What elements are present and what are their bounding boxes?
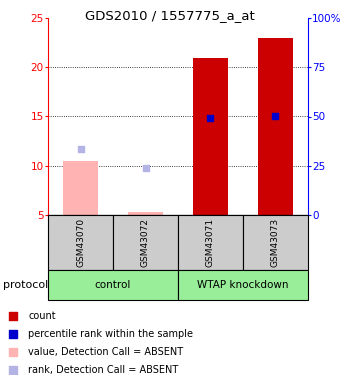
Bar — [128, 212, 164, 215]
Bar — [178, 270, 308, 300]
Bar — [63, 161, 98, 215]
Text: rank, Detection Call = ABSENT: rank, Detection Call = ABSENT — [28, 364, 178, 375]
Point — [11, 367, 16, 373]
Bar — [243, 215, 308, 270]
Bar — [258, 38, 293, 215]
Bar — [178, 215, 243, 270]
Text: protocol: protocol — [3, 280, 49, 290]
Point — [11, 349, 16, 355]
Bar — [48, 215, 113, 270]
Point — [11, 331, 16, 337]
Bar — [113, 215, 178, 270]
Text: control: control — [95, 280, 131, 290]
Point — [11, 313, 16, 319]
Point — [143, 165, 148, 171]
Text: GSM43070: GSM43070 — [76, 218, 85, 267]
Text: GDS2010 / 1557775_a_at: GDS2010 / 1557775_a_at — [85, 9, 255, 22]
Text: value, Detection Call = ABSENT: value, Detection Call = ABSENT — [28, 346, 183, 357]
Text: WTAP knockdown: WTAP knockdown — [197, 280, 289, 290]
Text: GSM43073: GSM43073 — [271, 218, 280, 267]
Point — [78, 146, 83, 152]
Point — [208, 116, 213, 122]
Bar — [193, 58, 228, 215]
Text: GSM43071: GSM43071 — [206, 218, 215, 267]
Point — [273, 112, 278, 118]
Bar — [48, 270, 178, 300]
Text: count: count — [28, 310, 56, 321]
Text: GSM43072: GSM43072 — [141, 218, 150, 267]
Text: percentile rank within the sample: percentile rank within the sample — [28, 328, 193, 339]
